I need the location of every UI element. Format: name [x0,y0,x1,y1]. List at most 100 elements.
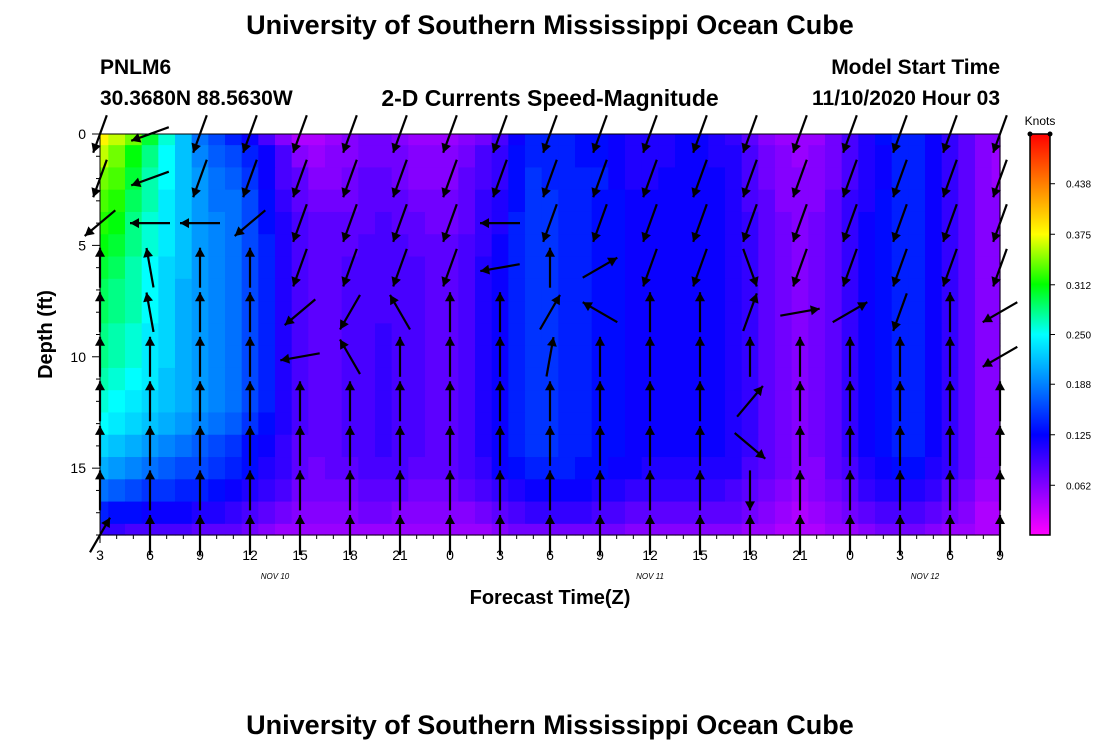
heatmap-cell [508,523,526,536]
heatmap-cell [925,412,943,436]
heatmap-cell [291,134,309,146]
heatmap-cell [991,434,1001,458]
current-arrow [495,336,505,377]
heatmap-cell [858,412,876,436]
heatmap-cell [708,234,726,258]
arrow-head [749,276,759,287]
heatmap-cell [658,145,676,169]
heatmap-cell [658,501,676,525]
heatmap-cell [358,167,376,191]
heatmap-cell [591,189,609,213]
arrow-head [341,231,351,242]
heatmap-cell [991,412,1001,436]
current-arrow [691,159,708,198]
heatmap-cell [225,256,243,280]
heatmap-cell [308,323,326,347]
heatmap-cell [275,189,293,213]
heatmap-cell [875,234,893,258]
heatmap-cell [475,134,493,146]
heatmap-cell [358,211,376,235]
current-arrow [841,203,858,243]
heatmap-cell [675,145,693,169]
heatmap-cell [425,134,443,146]
heatmap-cell [641,323,659,347]
heatmap-cell [675,211,693,235]
heatmap-cell [691,234,709,258]
heatmap-cell [491,367,509,391]
heatmap-cell [308,412,326,436]
heatmap-cell [708,457,726,480]
heatmap-cell [358,479,376,503]
heatmap-cell [675,523,693,536]
heatmap-cell [891,367,909,391]
heatmap-cell [675,167,693,191]
heatmap-cell [575,501,593,525]
heatmap-cell [341,412,359,436]
heatmap-cell [458,256,476,280]
heatmap-cell [108,390,126,414]
heatmap-cell [625,367,643,391]
heatmap-cell [191,278,209,302]
heatmap-cell [525,501,543,525]
arrow-head [895,425,905,435]
colorbar-bar [1029,133,1051,536]
heatmap-cell [608,145,626,169]
current-arrow [145,336,155,377]
heatmap-cell [158,145,176,169]
arrow-head [341,187,351,198]
heatmap-cell [558,390,576,414]
arrow-head [791,187,801,198]
heatmap-cell [241,457,259,480]
current-arrow [245,381,255,422]
heatmap-cell [375,434,393,458]
heatmap-cell [625,234,643,258]
x-tick-label: 9 [596,547,604,563]
heatmap-cell [175,345,193,369]
arrow-head [445,470,455,480]
heatmap-cell [275,234,293,258]
current-arrow [345,425,355,466]
heatmap-cell [175,479,193,503]
heatmap-cell [708,323,726,347]
heatmap-cell [225,523,243,536]
heatmap-cell [308,301,326,324]
heatmap-cell [141,412,159,436]
heatmap-cell [225,390,243,414]
heatmap-cell [725,167,743,191]
heatmap-cell [775,211,793,235]
heatmap-cell [525,323,543,347]
current-arrow [841,248,858,287]
heatmap-cell [491,501,509,525]
heatmap-cell [925,479,943,503]
x-tick-label: 21 [792,547,808,563]
current-arrow [582,301,618,324]
heatmap-cell [991,501,1001,525]
heatmap-cell [608,278,626,302]
current-arrow [945,292,955,333]
heatmap-cell [125,367,143,391]
heatmap-cell [158,234,176,258]
heatmap-cell [941,145,959,169]
heatmap-cell [308,501,326,525]
heatmap-cell [925,167,943,191]
heatmap-cell [125,301,143,324]
heatmap-cell [875,345,893,369]
arrow-head [295,515,305,524]
heatmap-cell [475,145,493,169]
heatmap-cell [191,234,209,258]
heatmap-cell [975,479,993,503]
heatmap-cell [708,479,726,503]
heatmap-cell [475,479,493,503]
heatmap-cell [475,345,493,369]
heatmap-cell [125,278,143,302]
heatmap-cell [125,323,143,347]
heatmap-cell [625,434,643,458]
arrow-head [545,515,555,524]
heatmap-cell [875,278,893,302]
heatmap-cell [308,390,326,414]
heatmap-cell [308,523,326,536]
heatmap-cell [325,523,343,536]
current-arrow [845,381,855,422]
heatmap-cell [358,301,376,324]
heatmap-cell [275,501,293,525]
